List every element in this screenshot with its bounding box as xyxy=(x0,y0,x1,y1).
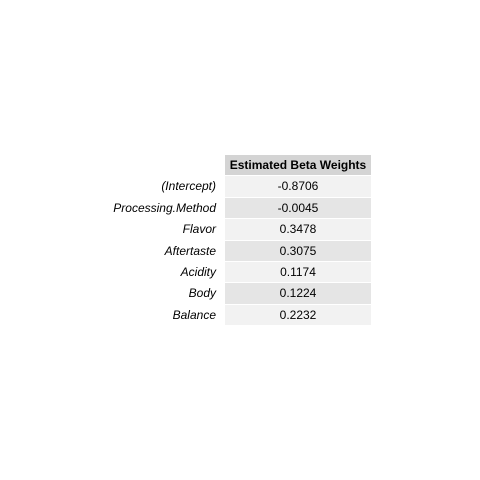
row-label: Balance xyxy=(172,307,216,322)
row-label: Aftertaste xyxy=(164,243,216,258)
beta-value: 0.2232 xyxy=(225,304,371,327)
table-row: Flavor 0.3478 xyxy=(0,219,372,241)
table-header-row: Estimated Beta Weights xyxy=(0,155,372,177)
beta-value: 0.1224 xyxy=(225,283,371,305)
beta-value: -0.0045 xyxy=(225,197,371,220)
row-label: Processing.Method xyxy=(113,200,216,215)
table-row: Acidity 0.1174 xyxy=(0,261,372,284)
beta-value: 0.3075 xyxy=(225,240,371,262)
header-spacer xyxy=(0,155,220,176)
table-row: Balance 0.2232 xyxy=(0,304,372,327)
beta-value: -0.8706 xyxy=(225,176,371,198)
table-row: Processing.Method -0.0045 xyxy=(0,197,372,220)
table-row: (Intercept) -0.8706 xyxy=(0,176,372,198)
row-label: (Intercept) xyxy=(161,179,216,194)
row-label: Body xyxy=(188,286,216,301)
beta-value: 0.1174 xyxy=(225,261,371,284)
row-label: Acidity xyxy=(180,264,216,279)
beta-value: 0.3478 xyxy=(225,219,371,241)
row-label: Flavor xyxy=(182,222,216,237)
table-row: Body 0.1224 xyxy=(0,283,372,305)
beta-weights-table: Estimated Beta Weights (Intercept) -0.870… xyxy=(0,155,372,327)
column-header: Estimated Beta Weights xyxy=(225,155,371,177)
table-row: Aftertaste 0.3075 xyxy=(0,240,372,262)
